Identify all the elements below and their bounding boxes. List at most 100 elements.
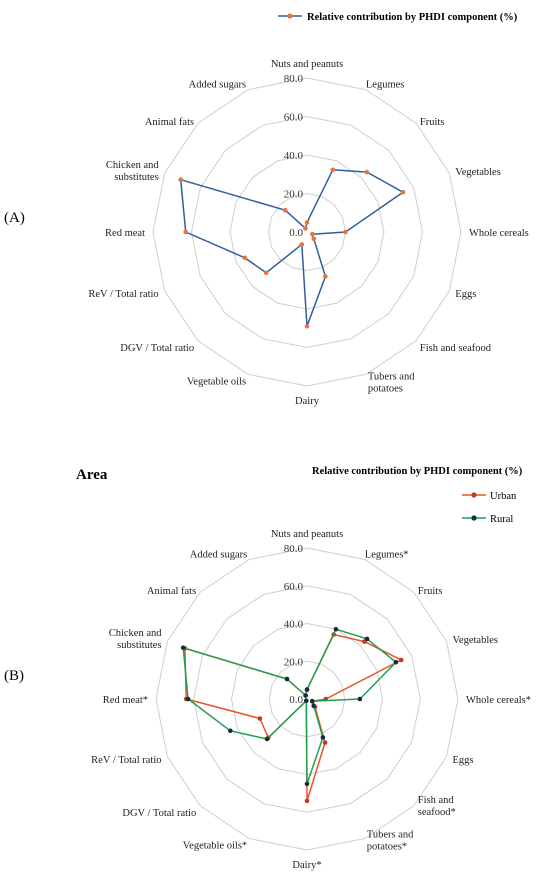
tick-label: 80.0 [284,543,304,555]
data-point [264,736,270,742]
data-point [304,220,310,225]
data-point [320,735,326,740]
panel-b-legend-urban-marker [471,492,477,498]
category-label: Legumes [366,80,405,91]
panel-b-legend-rural-marker [471,515,477,521]
panel-a-legend-marker [287,13,293,19]
panel-a-label: (A) [4,210,25,226]
data-point [180,645,186,650]
data-point [304,687,310,692]
category-label: Nuts and peanuts [271,59,343,70]
category-label: Whole cereals* [466,695,531,706]
tick-label: 80.0 [284,73,304,85]
data-point [311,236,317,242]
data-point [309,698,315,704]
data-point [364,169,370,175]
data-point [304,798,310,804]
category-label: DGV / Total ratio [122,808,196,819]
category-label: Dairy* [292,860,321,871]
category-label: Fish and seafood* [418,795,456,818]
tick-label: 40.0 [284,150,304,162]
data-point [393,659,399,665]
data-point [183,229,188,235]
category-label: Fish and seafood [420,343,492,354]
category-label: Fruits [418,586,443,597]
data-point [178,177,183,182]
panel-a-legend-title: Relative contribution by PHDI component … [307,12,518,23]
category-label: Chicken and substitutes [106,160,160,183]
data-point [400,189,406,195]
category-label-line: substitutes [114,172,158,183]
data-point [282,207,288,213]
category-label: Tubers and potatoes [368,371,415,394]
data-point [303,226,308,231]
panel-b-legend-urban: Urban [490,491,517,502]
category-label: Eggs [453,755,474,766]
tick-label: 60.0 [284,112,304,124]
data-point [257,716,263,721]
panel-b-title: Area [76,467,108,483]
grid-ring [190,115,424,349]
category-label-line: Tubers and [367,830,414,841]
grid-ring [152,77,462,387]
data-point [263,270,269,276]
tick-label: 20.0 [284,656,304,668]
data-point [304,324,310,329]
panel-b-legend-rural: Rural [490,514,513,525]
panel-b-legend-title: Relative contribution by PHDI component … [312,466,523,477]
data-point [242,255,248,261]
data-point [398,657,404,663]
category-label: Animal fats [145,117,194,128]
category-label: Added sugars [190,550,247,561]
category-label: Vegetables [455,167,500,178]
data-point [185,696,191,702]
category-label: Eggs [455,289,476,300]
category-label: Vegetable oils [187,376,246,387]
data-point [304,698,309,703]
category-label-line: Chicken and [109,628,163,639]
category-label: Chicken and substitutes [109,628,163,651]
category-label-line: potatoes [368,383,403,394]
data-point [323,274,328,279]
data-point [310,231,315,237]
tick-label: 0.0 [289,227,303,239]
category-label: ReV / Total ratio [88,289,158,300]
category-label-line: seafood* [418,807,456,818]
data-point [284,676,290,682]
data-point [304,781,310,787]
data-point [333,626,339,632]
category-label: ReV / Total ratio [91,755,161,766]
panel-b-label: (B) [4,668,24,684]
radar-chart-b: 0.0 20.0 40.0 60.0 80.0 Nuts and peanuts Legum… [91,529,531,871]
tick-label: 40.0 [284,619,304,631]
data-point [330,167,336,173]
category-label: Vegetables [453,635,498,646]
category-label: Red meat* [103,695,148,706]
category-label: Legumes* [365,550,409,561]
tick-label: 0.0 [289,694,303,706]
grid-ring [193,585,421,813]
grid-ring [229,154,385,310]
category-label: Red meat [105,228,145,239]
data-point [322,740,328,745]
data-point [303,693,308,698]
category-label: Vegetable oils* [183,841,247,852]
data-point [228,728,233,734]
category-label: Dairy [295,396,320,407]
category-label: DGV / Total ratio [120,343,194,354]
data-point [299,242,305,247]
category-label-line: Tubers and [368,371,415,382]
category-label: Added sugars [189,80,246,91]
grid-ring [155,547,459,851]
data-point [364,636,370,642]
category-label-line: Chicken and [106,160,160,171]
tick-label: 60.0 [284,581,304,593]
category-label: Whole cereals [469,228,529,239]
category-label: Nuts and peanuts [271,529,343,540]
category-label: Tubers and potatoes* [367,830,414,853]
category-label-line: Fish and [418,795,455,806]
radar-chart-a: 0.0 20.0 40.0 60.0 80.0 Nuts and peanuts Legum… [88,59,528,407]
category-label-line: potatoes* [367,842,407,853]
category-label: Fruits [420,117,445,128]
category-label-line: substitutes [117,640,161,651]
